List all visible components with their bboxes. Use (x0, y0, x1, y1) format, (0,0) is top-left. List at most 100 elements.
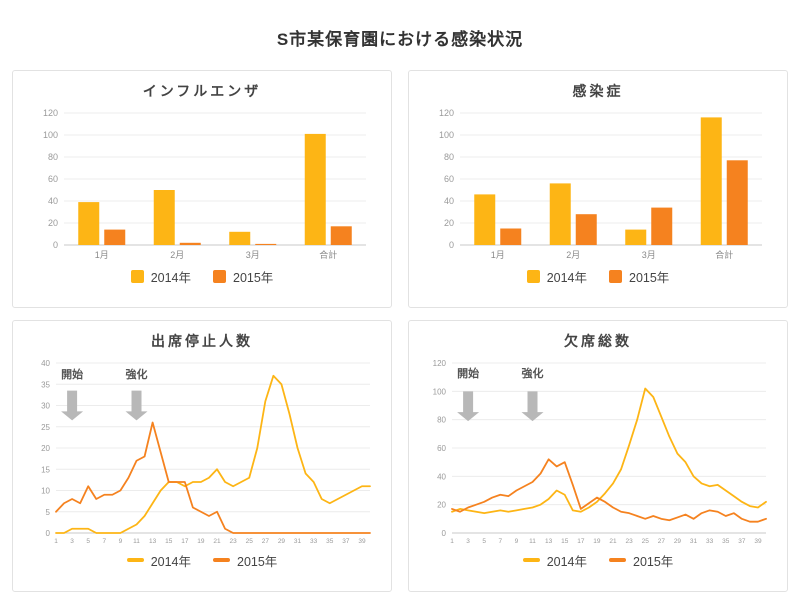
svg-text:1: 1 (450, 538, 454, 545)
panel-kesseki-sosu: 欠席総数 0 20 40 60 80 100 120 1 3 5 7 9 11 13 15 17 19 21 23 2… (408, 319, 788, 592)
svg-text:開始: 開始 (457, 366, 479, 380)
legend-label-2015: 2015年 (237, 554, 278, 569)
svg-text:7: 7 (498, 538, 502, 545)
panel-kansensho: 感染症 0 20 40 60 80 100 120 1月 2月 3月 合計 2014年 2015年 (408, 69, 788, 308)
svg-text:120: 120 (433, 359, 447, 368)
svg-text:25: 25 (642, 538, 650, 545)
svg-text:1: 1 (54, 538, 58, 545)
svg-text:40: 40 (437, 472, 446, 481)
svg-text:合計: 合計 (715, 249, 733, 260)
svg-text:39: 39 (754, 538, 762, 545)
svg-text:3月: 3月 (642, 250, 656, 260)
svg-text:37: 37 (738, 538, 746, 545)
svg-text:25: 25 (41, 423, 50, 432)
kesseki-sosu-chart-title: 欠席総数 (564, 332, 632, 349)
influenza-legend: 2014年 2015年 (130, 267, 273, 286)
svg-text:0: 0 (46, 529, 51, 538)
svg-text:19: 19 (197, 538, 205, 545)
svg-text:35: 35 (326, 538, 334, 545)
svg-text:17: 17 (181, 538, 189, 545)
svg-text:17: 17 (577, 538, 585, 545)
svg-text:40: 40 (444, 196, 454, 206)
svg-text:80: 80 (444, 152, 454, 162)
svg-text:20: 20 (437, 500, 446, 509)
svg-text:40: 40 (48, 196, 58, 206)
kansensho-legend: 2014年 2015年 (526, 267, 669, 286)
svg-text:23: 23 (230, 538, 238, 545)
svg-text:0: 0 (449, 240, 454, 250)
svg-text:40: 40 (41, 359, 50, 368)
charts-grid: インフルエンザ 0 20 40 60 80 100 120 1月 2月 3月 合計 2014年 20… (0, 69, 800, 592)
svg-text:5: 5 (86, 538, 90, 545)
svg-text:21: 21 (213, 538, 221, 545)
legend-swatch-2015 (609, 558, 626, 563)
svg-text:29: 29 (674, 538, 682, 545)
svg-text:20: 20 (41, 444, 50, 453)
legend-item-2015: 2015年 (609, 267, 669, 286)
svg-text:強化: 強化 (522, 366, 544, 380)
shusseki-teishi-chart-title: 出席停止人数 (151, 332, 253, 349)
legend-swatch-2014 (130, 269, 144, 283)
svg-text:35: 35 (722, 538, 730, 545)
svg-text:30: 30 (41, 401, 50, 410)
legend-label-2015: 2015年 (633, 554, 674, 569)
svg-text:強化: 強化 (126, 367, 148, 381)
svg-text:23: 23 (626, 538, 634, 545)
svg-text:80: 80 (437, 415, 446, 424)
legend-swatch-2014 (526, 269, 540, 283)
svg-text:5: 5 (482, 538, 486, 545)
panel-shusseki-teishi: 出席停止人数 0 5 10 15 20 25 30 35 40 1 3 5 7 9 11 13 15 17 19 21… (12, 319, 392, 592)
legend-label-2014: 2014年 (150, 270, 191, 285)
legend-swatch-2014 (522, 558, 540, 563)
svg-text:31: 31 (294, 538, 302, 545)
svg-text:29: 29 (278, 538, 286, 545)
svg-text:21: 21 (609, 538, 617, 545)
page-title: S市某保育園における感染状況 (276, 30, 524, 50)
legend-swatch-2015 (213, 269, 226, 283)
svg-text:0: 0 (53, 240, 58, 250)
svg-text:9: 9 (515, 538, 519, 545)
svg-text:1月: 1月 (491, 250, 505, 260)
svg-text:13: 13 (545, 538, 553, 545)
legend-item-2015: 2015年 (213, 551, 277, 570)
kesseki-sosu-legend: 2014年 2015年 (522, 551, 674, 570)
legend-label-2015: 2015年 (629, 270, 670, 285)
legend-label-2014: 2014年 (150, 554, 191, 569)
svg-text:39: 39 (358, 538, 366, 545)
influenza-chart-title: インフルエンザ (142, 82, 262, 99)
svg-text:開始: 開始 (61, 367, 83, 381)
svg-text:15: 15 (41, 465, 50, 474)
svg-text:100: 100 (439, 130, 454, 140)
svg-text:100: 100 (43, 130, 58, 140)
svg-text:80: 80 (48, 152, 58, 162)
svg-text:2月: 2月 (170, 250, 184, 260)
legend-item-2014: 2014年 (126, 551, 191, 570)
svg-text:33: 33 (310, 538, 318, 545)
svg-text:7: 7 (102, 538, 106, 545)
svg-text:10: 10 (41, 486, 50, 495)
svg-text:27: 27 (658, 538, 666, 545)
svg-text:2月: 2月 (566, 250, 580, 260)
svg-text:120: 120 (439, 108, 454, 118)
svg-text:11: 11 (133, 538, 140, 545)
svg-text:35: 35 (41, 380, 50, 389)
svg-text:3月: 3月 (246, 250, 260, 260)
svg-text:3: 3 (466, 538, 470, 545)
svg-text:合計: 合計 (319, 249, 337, 260)
svg-text:37: 37 (342, 538, 350, 545)
legend-item-2014: 2014年 (130, 267, 191, 286)
svg-text:0: 0 (442, 529, 447, 538)
svg-text:3: 3 (70, 538, 74, 545)
shusseki-teishi-legend: 2014年 2015年 (126, 551, 277, 570)
legend-item-2014: 2014年 (526, 267, 587, 286)
svg-text:25: 25 (246, 538, 254, 545)
svg-text:60: 60 (444, 174, 454, 184)
svg-text:60: 60 (48, 174, 58, 184)
svg-text:100: 100 (433, 387, 447, 396)
svg-text:11: 11 (529, 538, 536, 545)
svg-text:13: 13 (149, 538, 157, 545)
legend-swatch-2014 (126, 558, 144, 563)
svg-text:27: 27 (262, 538, 270, 545)
